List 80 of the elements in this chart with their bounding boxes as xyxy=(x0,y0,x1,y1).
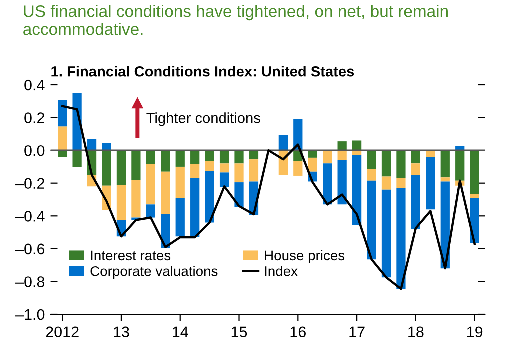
y-tick-label: 0.4 xyxy=(24,80,45,91)
x-tick-label: 15 xyxy=(232,326,248,338)
bar xyxy=(249,160,259,182)
bar xyxy=(102,150,112,186)
y-tick-label: 0.2 xyxy=(24,112,44,124)
legend-label: Interest rates xyxy=(91,250,171,261)
x-tick-label: 16 xyxy=(290,326,306,338)
bar xyxy=(205,150,214,162)
bar xyxy=(161,172,170,215)
bar xyxy=(176,166,185,198)
bar xyxy=(411,175,421,230)
bar xyxy=(396,178,406,188)
bar xyxy=(308,158,318,172)
y-tick-label: –0.2 xyxy=(16,178,44,190)
bar xyxy=(367,180,376,260)
bar xyxy=(190,150,200,165)
bar xyxy=(426,157,436,210)
y-tick-label: –1.0 xyxy=(16,309,45,320)
y-tick-label: –0.4 xyxy=(16,211,45,222)
legend-label: Corporate valuations xyxy=(90,266,218,280)
bar xyxy=(190,178,200,238)
bar xyxy=(323,150,332,164)
bar xyxy=(396,188,406,290)
bar xyxy=(220,172,230,188)
annotation: Tighter conditions xyxy=(146,112,260,126)
bar xyxy=(234,150,244,164)
bar xyxy=(132,150,141,180)
bar xyxy=(382,176,392,190)
bar xyxy=(220,150,230,164)
bar xyxy=(205,171,214,223)
bar xyxy=(58,100,68,127)
bar xyxy=(440,150,450,178)
bar xyxy=(205,161,214,172)
bar xyxy=(176,150,185,167)
chart-title: US financial conditions have tightened, on net, but remain accommodative. xyxy=(24,5,448,36)
bar xyxy=(382,150,392,177)
y-tick-label: 0.0 xyxy=(24,145,45,156)
bar xyxy=(411,164,421,176)
bar xyxy=(367,150,376,170)
line-series xyxy=(61,105,476,290)
x-tick-label: 13 xyxy=(114,326,130,338)
bar xyxy=(382,190,392,278)
bar xyxy=(146,164,156,205)
bar xyxy=(470,194,480,198)
bar xyxy=(470,150,480,194)
bar xyxy=(323,164,332,205)
x-tick-label: 19 xyxy=(468,326,483,338)
chart-subtitle: 1. Financial Conditions Index: United States xyxy=(52,66,354,77)
bar xyxy=(161,150,170,172)
legend-label: House prices xyxy=(265,250,345,264)
bar xyxy=(58,126,68,151)
x-tick-label: 14 xyxy=(173,326,188,338)
bar xyxy=(146,150,156,165)
x-tick-label: 2012 xyxy=(46,326,79,338)
bar xyxy=(338,150,347,160)
y-tick-label: –0.6 xyxy=(16,244,45,255)
bar xyxy=(220,164,230,173)
bar xyxy=(116,150,126,185)
bar xyxy=(411,150,421,164)
bar xyxy=(116,184,126,220)
y-tick-label: –0.8 xyxy=(16,276,45,288)
bar xyxy=(234,182,244,208)
legend-label: Index xyxy=(265,266,298,276)
bar xyxy=(338,160,347,205)
bar xyxy=(176,198,185,237)
bar xyxy=(146,204,156,218)
bar xyxy=(352,155,362,226)
x-tick-label: 18 xyxy=(408,326,424,338)
x-tick-label: 17 xyxy=(350,326,365,338)
bar xyxy=(87,139,97,151)
bar xyxy=(132,180,141,218)
bar xyxy=(367,169,376,181)
bar xyxy=(190,164,200,178)
bar xyxy=(72,150,82,167)
bar xyxy=(440,178,450,182)
bar xyxy=(456,150,465,181)
bar xyxy=(278,135,288,151)
bar xyxy=(294,161,303,176)
bar xyxy=(396,150,406,178)
bar xyxy=(234,164,244,183)
